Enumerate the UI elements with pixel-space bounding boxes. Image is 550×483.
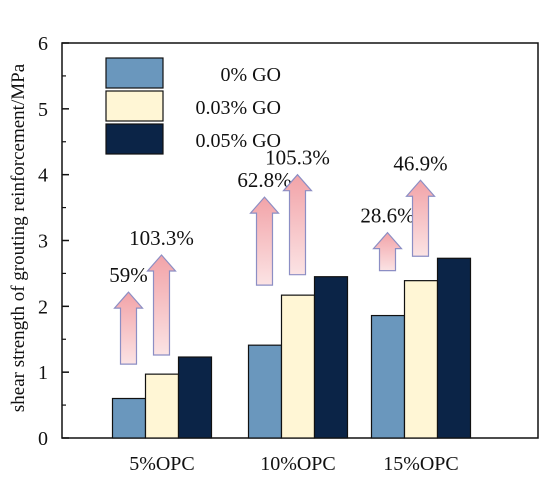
- x-tick-label: 15%OPC: [383, 453, 459, 475]
- bar: [403, 280, 439, 439]
- increase-label: 62.8%: [237, 168, 291, 192]
- y-tick-label: 4: [38, 165, 48, 187]
- increase-label: 105.3%: [265, 146, 330, 170]
- x-tick-label: 10%OPC: [260, 453, 336, 475]
- bar: [313, 276, 349, 439]
- legend-label: 0.03% GO: [195, 97, 281, 119]
- legend-swatch: [105, 90, 164, 122]
- increase-label: 103.3%: [129, 226, 194, 250]
- bar: [436, 257, 472, 439]
- y-tick-label: 0: [38, 428, 48, 450]
- x-tick-label: 5%OPC: [129, 453, 195, 475]
- y-tick-label: 5: [38, 99, 48, 121]
- increase-arrow: [113, 291, 144, 365]
- y-tick-label: 1: [38, 362, 48, 384]
- bar: [280, 294, 316, 439]
- y-axis-title: shear strength of grouting reinforcement…: [8, 63, 29, 412]
- increase-arrow: [146, 254, 177, 356]
- bar: [247, 344, 283, 439]
- bar: [177, 356, 213, 439]
- increase-label: 46.9%: [393, 151, 447, 175]
- legend-label: 0.05% GO: [195, 130, 281, 152]
- bar: [144, 373, 180, 439]
- legend-label: 0% GO: [220, 64, 281, 86]
- increase-arrow: [405, 179, 436, 257]
- increase-label: 59%: [109, 263, 148, 287]
- y-tick-label: 3: [38, 231, 48, 253]
- increase-arrow: [282, 173, 313, 276]
- bar: [111, 397, 147, 439]
- increase-arrow: [372, 231, 403, 272]
- legend-swatch: [105, 57, 164, 89]
- increase-label: 28.6%: [360, 204, 414, 228]
- legend-swatch: [105, 123, 164, 155]
- y-tick-label: 2: [38, 296, 48, 318]
- increase-arrow: [249, 196, 280, 286]
- bar: [370, 314, 406, 439]
- y-tick-label: 6: [38, 33, 48, 55]
